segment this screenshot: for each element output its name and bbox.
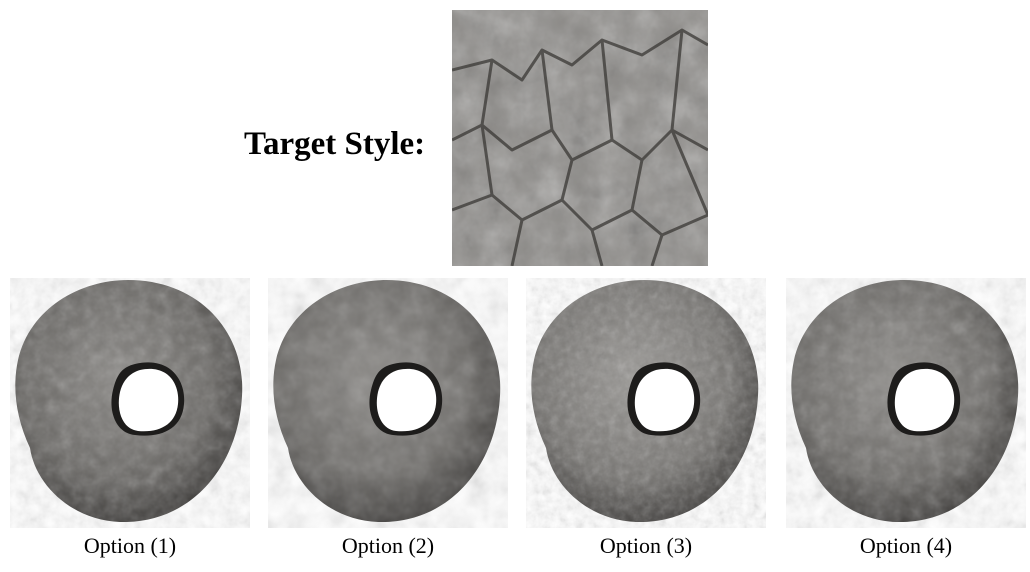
option-2-torus-image bbox=[268, 278, 508, 563]
target-style-label: Target Style: bbox=[244, 126, 426, 162]
option-3-label: Option (3) bbox=[599, 533, 693, 558]
target-texture-image bbox=[452, 10, 708, 266]
option-4-torus-image bbox=[786, 278, 1026, 563]
option-3-torus-image bbox=[526, 278, 766, 563]
option-1-label: Option (1) bbox=[83, 533, 177, 558]
option-4-label: Option (4) bbox=[859, 533, 953, 558]
option-2-label: Option (2) bbox=[341, 533, 435, 558]
option-1-torus-image bbox=[10, 278, 250, 563]
